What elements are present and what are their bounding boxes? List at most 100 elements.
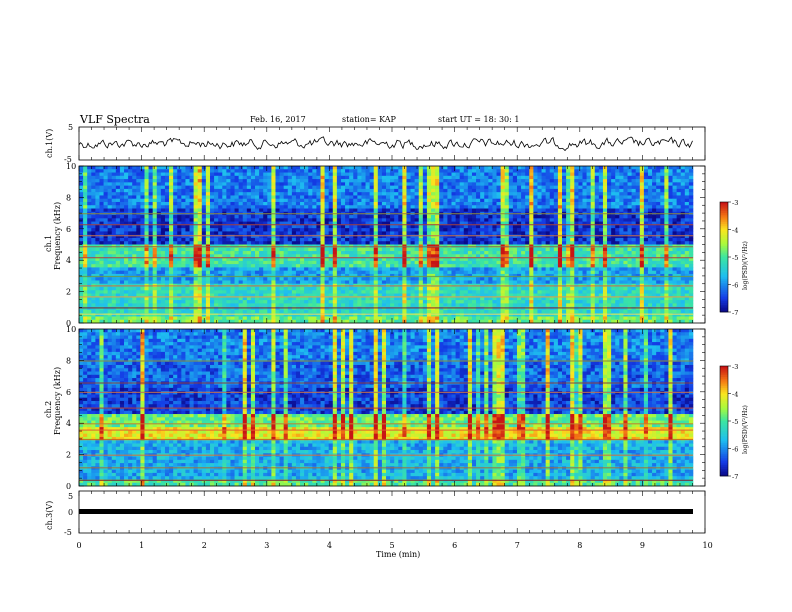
spectrogram-cell — [316, 224, 321, 229]
spectrogram-cell — [320, 185, 325, 190]
spectrogram-cell — [230, 221, 235, 226]
spectrogram-cell — [349, 208, 354, 213]
spectrogram-cell — [443, 169, 448, 173]
spectrogram-cell — [619, 175, 624, 180]
spectrogram-cell — [512, 231, 518, 235]
spectrogram-cell — [508, 237, 514, 242]
spectrogram-cell — [160, 201, 166, 206]
spectrogram-cell — [504, 188, 510, 193]
spectrogram-cell — [406, 192, 411, 196]
spectrogram-cell — [684, 231, 690, 235]
spectrogram-cell — [144, 254, 149, 258]
spectrogram-cell — [431, 169, 436, 173]
spectrogram-cell — [312, 172, 317, 177]
spectrogram-cell — [107, 267, 113, 271]
spectrogram-cell — [115, 247, 121, 252]
spectrogram-cell — [316, 188, 321, 193]
spectrogram-cell — [398, 264, 403, 268]
spectrogram-cell — [193, 198, 198, 203]
spectrogram-cell — [287, 237, 293, 242]
spectrogram-cell — [402, 221, 407, 226]
spectrogram-cell — [602, 215, 608, 219]
spectrogram-cell — [652, 215, 657, 219]
spectrogram-cell — [668, 231, 673, 235]
spectrogram-cell — [226, 267, 231, 271]
spectrogram-cell — [435, 182, 440, 186]
spectrogram-cell — [652, 221, 657, 226]
spectrogram-cell — [414, 254, 420, 258]
spectrogram-cell — [492, 267, 497, 271]
spectrogram-cell — [332, 215, 338, 219]
spectrogram-cell — [136, 251, 141, 255]
spectrogram-cell — [611, 166, 616, 170]
spectrogram-cell — [124, 257, 129, 262]
spectrogram-cell — [459, 188, 465, 193]
spectrogram-cell — [590, 251, 596, 255]
spectrogram-cell — [365, 260, 370, 265]
spectrogram-cell — [422, 260, 428, 265]
spectrogram-cell — [574, 237, 579, 242]
spectrogram-cell — [656, 241, 661, 245]
spectrogram-cell — [545, 254, 551, 258]
spectrogram-cell — [607, 218, 612, 222]
spectrogram-cell — [602, 218, 608, 222]
spectrogram-cell — [95, 251, 100, 255]
spectrogram-cell — [418, 182, 424, 186]
spectrogram-cell — [549, 254, 555, 258]
spectrogram-cell — [664, 251, 669, 255]
spectrogram-cell — [598, 228, 604, 232]
spectrogram-cell — [136, 208, 141, 213]
spectrogram-cell — [525, 195, 530, 200]
spectrogram-cell — [598, 179, 604, 183]
spectrogram-cell — [410, 182, 415, 186]
spectrogram-cell — [259, 228, 264, 232]
spectrogram-cell — [525, 260, 530, 265]
spectrogram-cell — [271, 224, 276, 229]
spectrogram-cell — [267, 270, 272, 275]
spectrogram-cell — [627, 201, 632, 206]
spectrogram-cell — [95, 215, 100, 219]
spectrogram-cell — [688, 175, 694, 180]
spectrogram-cell — [95, 228, 100, 232]
spectrogram-cell — [521, 224, 526, 229]
spectrogram-cell — [467, 172, 473, 177]
spectrogram-cell — [664, 166, 669, 170]
spectrogram-cell — [480, 205, 485, 209]
spectrogram-cell — [488, 201, 493, 206]
spectrogram-cell — [574, 224, 579, 229]
spectrogram-cell — [386, 251, 391, 255]
spectrogram-cell — [87, 215, 92, 219]
spectrogram-cell — [414, 234, 420, 239]
spectrogram-cell — [238, 192, 244, 196]
spectrogram-cell — [467, 185, 473, 190]
spectrogram-cell — [668, 185, 673, 190]
spectrogram-cell — [390, 205, 395, 209]
spectrogram-cell — [488, 172, 493, 177]
spectrogram-cell — [467, 205, 473, 209]
spectrogram-cell — [197, 221, 203, 226]
spectrogram-cell — [148, 172, 153, 177]
spectrogram-cell — [459, 179, 465, 183]
spectrogram-cell — [205, 195, 211, 200]
spectrogram-cell — [402, 175, 407, 180]
spectrogram-cell — [324, 169, 329, 173]
spectrogram-cell — [103, 257, 108, 262]
spectrogram-cell — [562, 231, 567, 235]
spectrogram-cell — [615, 237, 620, 242]
spectrogram-cell — [451, 172, 456, 177]
spectrogram-cell — [656, 231, 661, 235]
spectrogram-cell — [283, 224, 289, 229]
spectrogram-cell — [246, 260, 252, 265]
spectrogram-cell — [238, 169, 244, 173]
spectrogram-cell — [99, 188, 104, 193]
spectrogram-cell — [119, 188, 125, 193]
spectrogram-cell — [304, 257, 309, 262]
spectrogram-cell — [402, 224, 407, 229]
spectrogram-cell — [377, 231, 383, 235]
spectrogram-cell — [512, 228, 518, 232]
spectrogram-cell — [324, 185, 329, 190]
spectrogram-cell — [140, 251, 145, 255]
spectrogram-cell — [160, 188, 166, 193]
spectrogram-cell — [439, 234, 444, 239]
spectrogram-cell — [353, 185, 358, 190]
